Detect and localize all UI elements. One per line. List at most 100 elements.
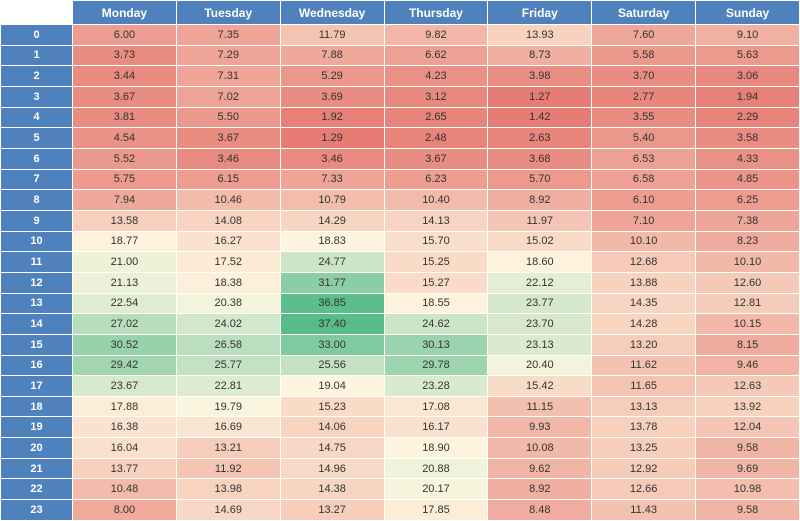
heatmap-corner-cell xyxy=(1,1,73,25)
heatmap-cell: 17.52 xyxy=(176,252,280,273)
heatmap-cell: 7.60 xyxy=(592,25,696,46)
heatmap-cell: 9.82 xyxy=(384,25,488,46)
heatmap-cell: 4.85 xyxy=(696,169,800,190)
heatmap-cell: 16.04 xyxy=(73,438,177,459)
row-header: 10 xyxy=(1,231,73,252)
heatmap-cell: 5.75 xyxy=(73,169,177,190)
heatmap-cell: 3.58 xyxy=(696,128,800,149)
heatmap-cell: 17.88 xyxy=(73,396,177,417)
heatmap-cell: 13.27 xyxy=(280,500,384,521)
heatmap-cell: 3.98 xyxy=(488,66,592,87)
row-header: 14 xyxy=(1,314,73,335)
heatmap-cell: 8.15 xyxy=(696,334,800,355)
heatmap-cell: 37.40 xyxy=(280,314,384,335)
heatmap-cell: 10.10 xyxy=(696,252,800,273)
heatmap-cell: 8.23 xyxy=(696,231,800,252)
column-header: Tuesday xyxy=(176,1,280,25)
heatmap-cell: 5.63 xyxy=(696,45,800,66)
heatmap-cell: 13.21 xyxy=(176,438,280,459)
heatmap-cell: 2.65 xyxy=(384,107,488,128)
heatmap-row: 23.447.315.294.233.983.703.06 xyxy=(1,66,800,87)
heatmap-cell: 10.15 xyxy=(696,314,800,335)
heatmap-cell: 3.68 xyxy=(488,148,592,169)
heatmap-cell: 18.60 xyxy=(488,252,592,273)
heatmap-cell: 14.29 xyxy=(280,210,384,231)
heatmap-cell: 5.50 xyxy=(176,107,280,128)
heatmap-cell: 7.10 xyxy=(592,210,696,231)
heatmap-row: 1427.0224.0237.4024.6223.7014.2810.15 xyxy=(1,314,800,335)
column-header: Sunday xyxy=(696,1,800,25)
heatmap-cell: 31.77 xyxy=(280,272,384,293)
heatmap-row: 1629.4225.7725.5629.7820.4011.629.46 xyxy=(1,355,800,376)
heatmap-cell: 8.73 xyxy=(488,45,592,66)
heatmap-cell: 7.33 xyxy=(280,169,384,190)
row-header: 13 xyxy=(1,293,73,314)
heatmap-cell: 10.46 xyxy=(176,190,280,211)
heatmap-cell: 25.77 xyxy=(176,355,280,376)
heatmap-cell: 23.77 xyxy=(488,293,592,314)
heatmap-cell: 23.67 xyxy=(73,376,177,397)
heatmap-cell: 3.81 xyxy=(73,107,177,128)
row-header: 18 xyxy=(1,396,73,417)
heatmap-cell: 14.13 xyxy=(384,210,488,231)
heatmap-cell: 13.13 xyxy=(592,396,696,417)
heatmap-cell: 3.06 xyxy=(696,66,800,87)
row-header: 4 xyxy=(1,107,73,128)
heatmap-cell: 16.27 xyxy=(176,231,280,252)
heatmap-row: 1018.7716.2718.8315.7015.0210.108.23 xyxy=(1,231,800,252)
heatmap-cell: 23.70 xyxy=(488,314,592,335)
heatmap-row: 1817.8819.7915.2317.0811.1513.1313.92 xyxy=(1,396,800,417)
heatmap-cell: 13.93 xyxy=(488,25,592,46)
heatmap-cell: 9.58 xyxy=(696,500,800,521)
heatmap-cell: 24.77 xyxy=(280,252,384,273)
heatmap-cell: 9.93 xyxy=(488,417,592,438)
heatmap-cell: 1.92 xyxy=(280,107,384,128)
heatmap-cell: 3.67 xyxy=(73,86,177,107)
heatmap-cell: 13.58 xyxy=(73,210,177,231)
row-header: 8 xyxy=(1,190,73,211)
heatmap-cell: 12.63 xyxy=(696,376,800,397)
heatmap-cell: 9.69 xyxy=(696,458,800,479)
heatmap-cell: 4.33 xyxy=(696,148,800,169)
heatmap-cell: 6.62 xyxy=(384,45,488,66)
heatmap-cell: 3.44 xyxy=(73,66,177,87)
heatmap-cell: 15.27 xyxy=(384,272,488,293)
heatmap-cell: 8.92 xyxy=(488,190,592,211)
heatmap-cell: 6.00 xyxy=(73,25,177,46)
heatmap-cell: 3.12 xyxy=(384,86,488,107)
heatmap-cell: 27.02 xyxy=(73,314,177,335)
heatmap-cell: 7.31 xyxy=(176,66,280,87)
heatmap-cell: 16.17 xyxy=(384,417,488,438)
heatmap-row: 238.0014.6913.2717.858.4811.439.58 xyxy=(1,500,800,521)
heatmap-cell: 3.70 xyxy=(592,66,696,87)
heatmap-cell: 21.00 xyxy=(73,252,177,273)
heatmap-cell: 10.79 xyxy=(280,190,384,211)
row-header: 22 xyxy=(1,479,73,500)
heatmap-cell: 7.02 xyxy=(176,86,280,107)
heatmap-cell: 10.10 xyxy=(592,231,696,252)
heatmap-cell: 2.29 xyxy=(696,107,800,128)
heatmap-cell: 14.06 xyxy=(280,417,384,438)
row-header: 5 xyxy=(1,128,73,149)
heatmap-cell: 3.46 xyxy=(280,148,384,169)
heatmap-row: 06.007.3511.799.8213.937.609.10 xyxy=(1,25,800,46)
heatmap-cell: 4.23 xyxy=(384,66,488,87)
heatmap-row: 43.815.501.922.651.423.552.29 xyxy=(1,107,800,128)
heatmap-cell: 33.00 xyxy=(280,334,384,355)
heatmap-cell: 14.35 xyxy=(592,293,696,314)
heatmap-cell: 6.25 xyxy=(696,190,800,211)
heatmap-cell: 3.67 xyxy=(384,148,488,169)
row-header: 1 xyxy=(1,45,73,66)
heatmap-cell: 13.88 xyxy=(592,272,696,293)
heatmap-cell: 14.38 xyxy=(280,479,384,500)
heatmap-cell: 11.15 xyxy=(488,396,592,417)
heatmap-cell: 4.54 xyxy=(73,128,177,149)
heatmap-cell: 15.70 xyxy=(384,231,488,252)
heatmap-cell: 5.52 xyxy=(73,148,177,169)
heatmap-cell: 10.40 xyxy=(384,190,488,211)
heatmap-row: 54.543.671.292.482.635.403.58 xyxy=(1,128,800,149)
heatmap-cell: 8.48 xyxy=(488,500,592,521)
heatmap-cell: 1.94 xyxy=(696,86,800,107)
heatmap-cell: 10.98 xyxy=(696,479,800,500)
heatmap-cell: 22.54 xyxy=(73,293,177,314)
